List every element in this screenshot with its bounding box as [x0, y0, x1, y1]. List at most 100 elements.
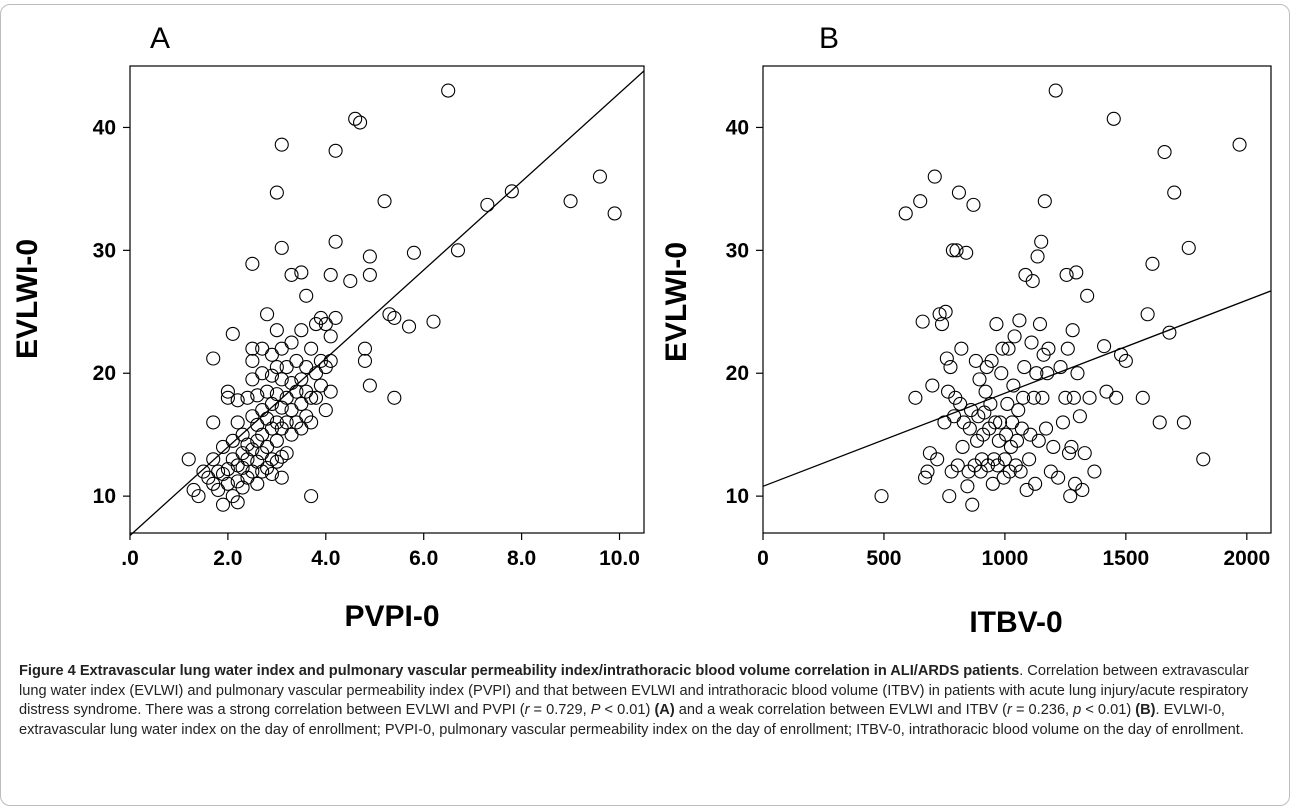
plot-b-point [953, 396, 968, 412]
panel-b-label: B [819, 22, 839, 55]
plot-a-y-tick-label: 20 [93, 362, 116, 385]
plot-b-point [1069, 265, 1084, 280]
plot-b-point [932, 307, 947, 322]
plot-a-x-tick-label: 8.0 [507, 547, 536, 570]
plot-b-point [947, 409, 962, 424]
plot-a-point [328, 234, 343, 249]
plot-b-point [1022, 452, 1037, 467]
plot-a-point [255, 366, 270, 381]
plot-b-point [1070, 366, 1085, 381]
plot-a-point [348, 111, 363, 126]
caption-text-2: = 0.729, [529, 702, 591, 718]
plot-a-point [362, 249, 377, 264]
plot-b-point [1145, 256, 1160, 271]
plot-a-point [441, 83, 456, 98]
plot-a-point [328, 310, 343, 325]
scatter-plot-a: 10 20 30 40 .0 2.0 4.0 6.0 8.0 10.0 [93, 65, 645, 570]
plot-a-point [308, 390, 324, 405]
plot-a-x-tick-label: 2.0 [213, 547, 242, 570]
plot-b-point [1017, 360, 1032, 375]
plot-b-point [1038, 421, 1054, 436]
plot-a-point [260, 411, 275, 426]
caption-text-4: and a weak correlation between EVLWI and… [674, 702, 1008, 718]
plot-b-point [984, 353, 999, 368]
plot-a-x-tick-label: 10.0 [599, 547, 640, 570]
plot-a-point [206, 351, 221, 366]
plot-b-point [908, 390, 923, 405]
plot-b-point [1006, 378, 1021, 393]
plot-b-point [1000, 396, 1015, 412]
plot-a-point [357, 353, 373, 368]
plot-b-point [985, 476, 1000, 491]
plot-b-point [1046, 439, 1061, 455]
figure-charts: A 10 20 30 40 .0 2.0 4.0 6.0 8.0 10.0 PVPI-0 EVL… [11, 22, 1272, 639]
plot-a-point [225, 326, 240, 341]
plot-a-point [264, 396, 280, 412]
plot-a-fit-line-group [129, 70, 645, 536]
plot-a-point [245, 353, 260, 368]
plot-b-point [927, 169, 942, 184]
plot-a-point [274, 341, 289, 356]
plot-b-point [938, 304, 953, 319]
plot-a-point [215, 497, 231, 512]
plot-a-point [406, 245, 421, 260]
plot-a-point [299, 360, 314, 375]
plot-b-point [913, 194, 928, 209]
plot-a-point [274, 400, 289, 415]
plot-a-point [264, 368, 280, 383]
plot-a-point [299, 288, 314, 303]
plot-b-point [978, 384, 993, 399]
plot-a-point [260, 384, 275, 399]
plot-a-x-tick-label: .0 [121, 547, 139, 570]
plot-b-point [955, 439, 970, 455]
plot-a-point [215, 466, 231, 482]
plot-a-point [426, 314, 441, 329]
plot-a-point [274, 372, 289, 387]
caption-text-7: . EVLWI-0, extravascular lung water inde… [19, 702, 1244, 738]
plot-b-point [1176, 415, 1191, 430]
plot-a-point [269, 185, 284, 200]
plot-b-point [950, 458, 965, 473]
plot-a-y-tick-label: 10 [93, 485, 116, 508]
plot-b-point [918, 470, 933, 485]
plot-b-point [949, 243, 964, 258]
plot-a-point [274, 449, 289, 464]
plot-a-point [377, 194, 392, 209]
plot-a-x-axis-title: PVPI-0 [344, 600, 439, 633]
plot-b-point [1152, 415, 1167, 430]
plot-b-point [939, 351, 954, 366]
plot-a-point [289, 384, 304, 399]
plot-b-y-tick-label: 30 [726, 239, 749, 262]
plot-b-fit-line-group [762, 290, 1272, 487]
plot-b-point [1011, 403, 1026, 418]
plot-b-point [1075, 482, 1090, 498]
plot-b-point [966, 197, 981, 212]
plot-b-point [942, 489, 957, 504]
plot-a-point [353, 115, 368, 130]
plot-b-point [1034, 234, 1049, 249]
caption-text-5: = 0.236, [1011, 702, 1074, 718]
plot-b-point [874, 489, 889, 504]
plot-a-point [255, 464, 270, 479]
plot-b-point [993, 415, 1008, 430]
plot-a-point [284, 335, 299, 350]
plot-a-point [264, 466, 280, 482]
plot-a-point [240, 437, 255, 452]
plot-a-point [235, 460, 250, 475]
plot-b-point [1055, 415, 1071, 430]
plot-b-point [1106, 111, 1121, 126]
plot-b-point [1053, 360, 1068, 375]
plot-b-point [1157, 144, 1172, 160]
plot-a-x-tick-label: 4.0 [311, 547, 340, 570]
plot-b-point [962, 421, 977, 436]
plot-b-point [1005, 415, 1020, 430]
plot-a-point [220, 462, 235, 477]
plot-a-point [274, 240, 289, 255]
plot-a-point [294, 265, 309, 280]
plot-a-point [245, 442, 260, 457]
plot-b-x-ticks: 0 500 1000 1500 2000 [757, 533, 1270, 570]
plot-b-point [915, 314, 930, 329]
plot-a-y-tick-label: 30 [93, 239, 116, 262]
plot-b-x-tick-label: 2000 [1223, 547, 1270, 570]
panel-a-label: A [150, 22, 170, 55]
